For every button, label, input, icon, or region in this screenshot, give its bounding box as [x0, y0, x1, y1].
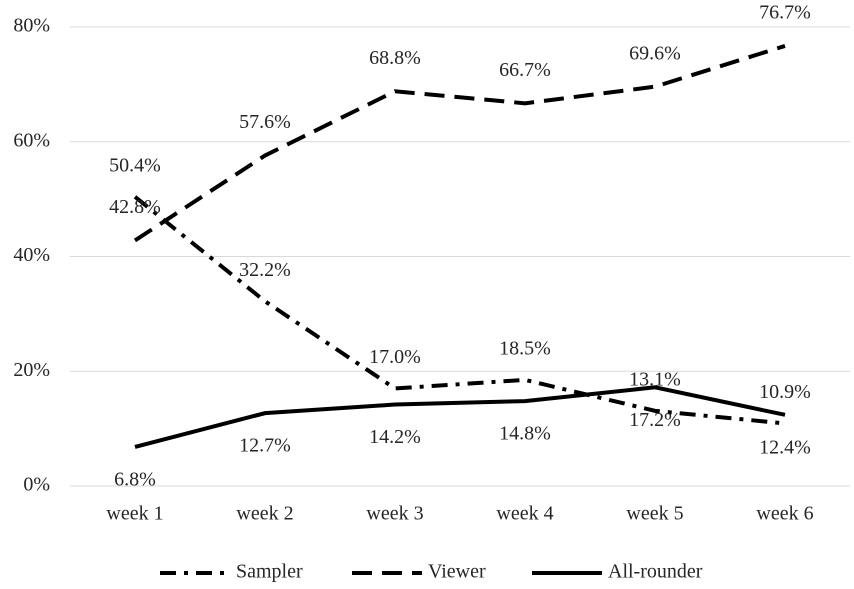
data-label: 6.8% [114, 469, 156, 491]
data-label: 68.8% [369, 47, 421, 69]
series-line [133, 195, 786, 426]
data-label: 10.9% [759, 381, 811, 403]
x-tick-label: week 6 [756, 503, 813, 525]
legend-label: All-rounder [608, 561, 703, 583]
y-tick-label: 20% [13, 359, 50, 381]
data-label: 66.7% [499, 59, 551, 81]
y-tick-label: 60% [13, 129, 50, 151]
data-label: 17.2% [629, 409, 681, 431]
series-line [133, 44, 786, 243]
legend-label: Sampler [236, 561, 303, 583]
data-label: 76.7% [759, 2, 811, 24]
data-label: 69.6% [629, 42, 681, 64]
series-line [134, 385, 786, 449]
data-label: 50.4% [109, 154, 161, 176]
data-label: 42.8% [109, 196, 161, 218]
data-label: 32.2% [239, 259, 291, 281]
x-tick-label: week 2 [236, 503, 293, 525]
data-label: 17.0% [369, 346, 421, 368]
legend-label: Viewer [428, 561, 486, 583]
data-label: 14.2% [369, 426, 421, 448]
data-label: 14.8% [499, 423, 551, 445]
data-label: 12.4% [759, 436, 811, 458]
data-label: 18.5% [499, 337, 551, 359]
x-tick-label: week 1 [106, 503, 163, 525]
x-tick-label: week 4 [496, 503, 553, 525]
data-label: 13.1% [629, 368, 681, 390]
x-tick-label: week 5 [626, 503, 683, 525]
y-tick-label: 0% [23, 474, 50, 496]
y-tick-label: 40% [13, 244, 50, 266]
y-tick-label: 80% [13, 15, 50, 37]
data-label: 12.7% [239, 435, 291, 457]
data-label: 57.6% [239, 111, 291, 133]
x-tick-label: week 3 [366, 503, 423, 525]
